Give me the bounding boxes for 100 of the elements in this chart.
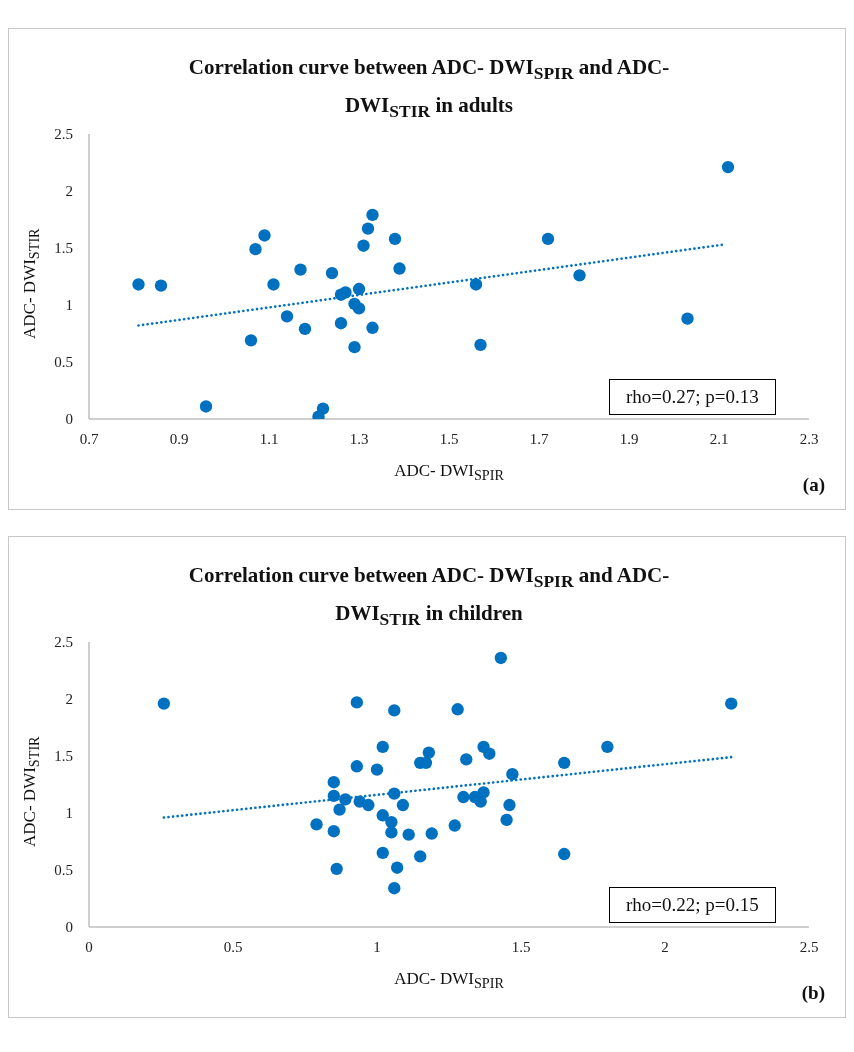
- point: [327, 776, 340, 789]
- point: [339, 793, 352, 806]
- point: [132, 278, 145, 291]
- point: [333, 803, 346, 816]
- point: [390, 861, 404, 874]
- x-tick-label: 0.5: [223, 938, 243, 955]
- y-tick-label: 0: [65, 411, 73, 428]
- x-tick-label: 1.5: [439, 430, 459, 447]
- point: [601, 740, 614, 754]
- point: [361, 222, 375, 235]
- point: [376, 740, 389, 754]
- point: [402, 828, 415, 841]
- point: [422, 746, 436, 759]
- x-tick-label: 0: [85, 938, 93, 955]
- point: [681, 312, 694, 325]
- y-tick-label: 2: [65, 691, 73, 708]
- point: [350, 760, 364, 773]
- point: [506, 768, 519, 781]
- y-tick-label: 1: [65, 297, 73, 314]
- point: [258, 229, 271, 242]
- point: [362, 798, 375, 812]
- point: [157, 697, 171, 710]
- text: (b): [801, 982, 825, 1004]
- point: [414, 850, 427, 863]
- x-tick-label: 1.5: [511, 938, 531, 955]
- y-tick-label: 1: [65, 805, 73, 822]
- point: [154, 279, 168, 292]
- x-tick-label: 0.9: [169, 430, 189, 447]
- point: [280, 310, 294, 323]
- point: [721, 160, 735, 174]
- x-tick-label: 2.1: [709, 430, 729, 447]
- point: [460, 753, 473, 766]
- point: [370, 763, 384, 776]
- y-tick-label: 2: [65, 183, 73, 200]
- point: [294, 263, 307, 276]
- point: [388, 232, 402, 246]
- point: [725, 697, 738, 710]
- point: [348, 341, 361, 354]
- point: [244, 334, 258, 347]
- point: [357, 239, 370, 252]
- x-axis-title: ADC- DWI$_{SPIR}$: [393, 461, 505, 485]
- point: [388, 882, 401, 895]
- point: [385, 815, 398, 829]
- x-tick-label: 2: [661, 938, 669, 955]
- point: [396, 798, 410, 812]
- x-tick-label: 1.1: [259, 430, 279, 447]
- point: [500, 813, 513, 827]
- point: [451, 703, 464, 716]
- point: [457, 790, 470, 804]
- point: [474, 338, 487, 352]
- point: [483, 747, 496, 760]
- point: [249, 242, 262, 256]
- point: [385, 826, 398, 839]
- point: [425, 827, 438, 840]
- point: [448, 819, 461, 832]
- point: [334, 317, 348, 330]
- point: [366, 208, 379, 222]
- point: [327, 825, 340, 838]
- chart-title: Correlation curve between ADC- DWI$_{SPIR}$ and ADC- DWI$_{STIR}$ in adults: [188, 55, 670, 122]
- y-tick-label: 1.5: [54, 748, 73, 765]
- annotation: rho=0.27; p=0.13: [609, 379, 776, 415]
- y-tick-label: 0: [65, 919, 73, 936]
- point: [352, 282, 366, 296]
- point: [388, 787, 401, 800]
- annotation: rho=0.22; p=0.15: [609, 887, 776, 923]
- y-tick-label: 0.5: [54, 862, 73, 879]
- point: [558, 756, 571, 770]
- chart-title: Correlation curve between ADC- DWI$_{SPIR}$ and ADC- DWI$_{STIR}$ in children: [188, 563, 670, 630]
- text: (a): [802, 474, 825, 496]
- y-tick-label: 2.5: [54, 126, 73, 143]
- point: [339, 286, 352, 299]
- point: [573, 269, 586, 282]
- point: [469, 278, 483, 291]
- point: [393, 262, 406, 275]
- point: [325, 266, 339, 280]
- x-tick-label: 1.7: [529, 430, 549, 447]
- y-tick-label: 1.5: [54, 240, 73, 257]
- point: [316, 402, 330, 415]
- point: [477, 786, 490, 799]
- point: [503, 798, 516, 812]
- x-axis-title: ADC- DWI$_{SPIR}$: [393, 969, 505, 993]
- point: [298, 322, 312, 336]
- point: [376, 846, 389, 860]
- point: [388, 704, 401, 717]
- x-tick-label: 1: [373, 938, 381, 955]
- point: [376, 809, 389, 822]
- x-tick-label: 0.7: [79, 430, 99, 447]
- x-tick-label: 1.3: [349, 430, 369, 447]
- point: [330, 862, 343, 876]
- x-tick-label: 2.5: [799, 938, 819, 955]
- x-tick-label: 1.9: [619, 430, 639, 447]
- point: [541, 232, 555, 246]
- point: [350, 696, 364, 709]
- point: [267, 278, 280, 291]
- point: [366, 321, 379, 334]
- point: [558, 847, 571, 861]
- point: [352, 302, 366, 315]
- point: [199, 400, 213, 413]
- point: [327, 789, 340, 803]
- y-tick-label: 0.5: [54, 354, 73, 371]
